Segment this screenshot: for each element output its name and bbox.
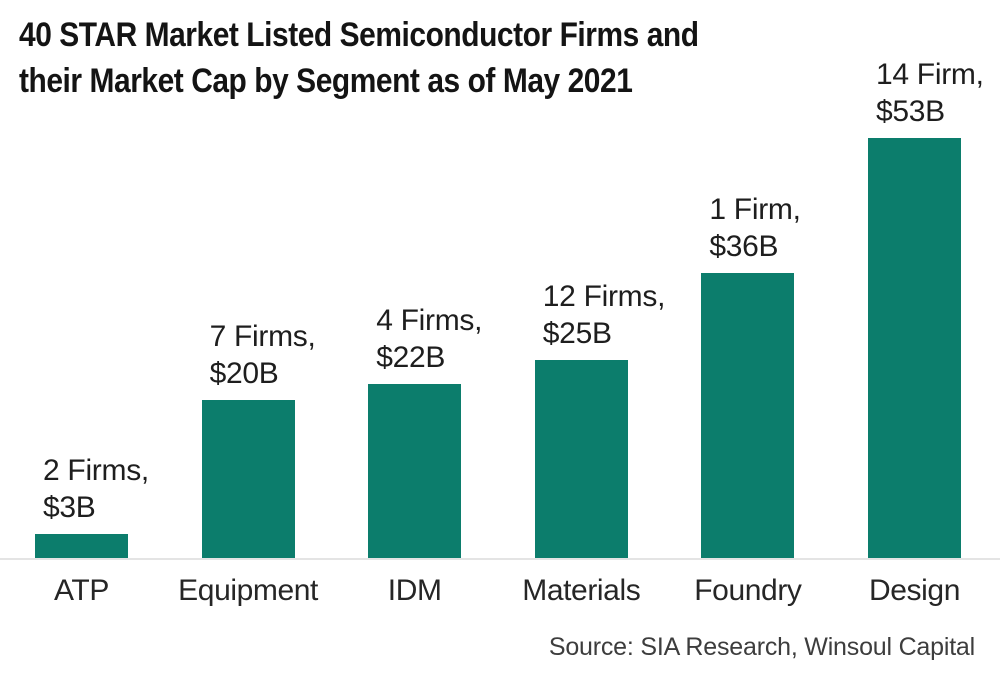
- chart-title: 40 STAR Market Listed Semiconductor Firm…: [19, 12, 699, 104]
- bar-idm: [368, 384, 462, 558]
- x-axis-label-design: Design: [869, 574, 960, 607]
- bar-label-equipment-line1: 7 Firms,: [209, 320, 316, 353]
- bar-label-design-line1: 14 Firm,: [876, 58, 984, 91]
- bar-foundry: [701, 273, 795, 558]
- x-axis-label-idm: IDM: [387, 574, 442, 607]
- bar-label-equipment-line2: $20B: [209, 357, 279, 390]
- bar-label-design-line2: $53B: [876, 95, 945, 128]
- bar-label-foundry: 1 Firm, $36B: [709, 191, 801, 265]
- bar-label-atp-line1: 2 Firms,: [43, 454, 149, 487]
- source-note: Source: SIA Research, Winsoul Capital: [548, 633, 975, 661]
- bar-atp: [35, 534, 128, 558]
- bar-label-materials-line2: $25B: [542, 317, 612, 350]
- bar-label-materials-line1: 12 Firms,: [542, 280, 666, 313]
- x-axis-label-atp: ATP: [54, 574, 109, 607]
- bar-materials: [534, 360, 628, 558]
- bar-label-foundry-line2: $36B: [709, 230, 779, 263]
- x-axis-line: [0, 558, 1000, 560]
- bar-label-idm: 4 Firms, $22B: [376, 302, 482, 376]
- chart-title-line1: 40 STAR Market Listed Semiconductor Firm…: [19, 16, 699, 54]
- x-axis-label-equipment: Equipment: [178, 574, 318, 607]
- bar-label-design: 14 Firm, $53B: [876, 56, 984, 130]
- bar-label-idm-line1: 4 Firms,: [376, 304, 483, 337]
- x-axis-label-foundry: Foundry: [694, 574, 802, 607]
- bar-label-equipment: 7 Firms, $20B: [210, 318, 316, 392]
- plot-area: 2 Firms, $3B 7 Firms, $20B 4 Firms, $22B 12 Fi…: [35, 56, 984, 558]
- bar-label-atp-line2: $3B: [43, 491, 96, 524]
- chart-title-line2: their Market Cap by Segment as of May 20…: [19, 62, 633, 100]
- bar-label-foundry-line1: 1 Firm,: [709, 193, 801, 226]
- bar-label-idm-line2: $22B: [376, 341, 446, 374]
- bar-label-materials: 12 Firms, $25B: [542, 278, 666, 352]
- bar-label-atp: 2 Firms, $3B: [43, 452, 149, 526]
- bar-equipment: [201, 400, 295, 558]
- bar-design: [868, 138, 961, 558]
- x-axis-label-materials: Materials: [522, 574, 641, 607]
